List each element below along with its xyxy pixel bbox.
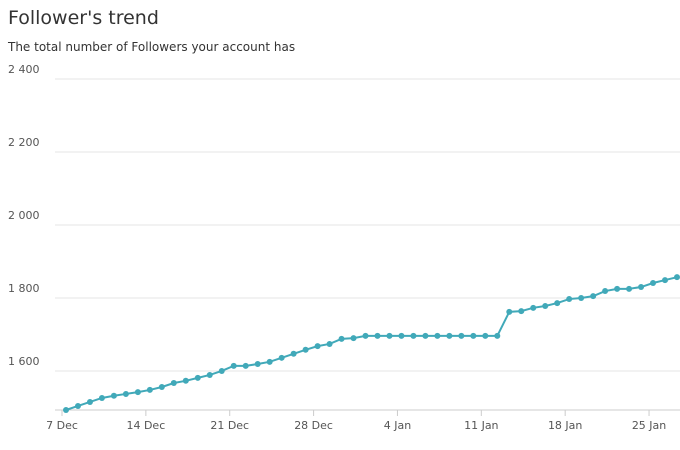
point: [434, 332, 441, 339]
point: [302, 346, 309, 353]
point: [530, 304, 537, 311]
point: [170, 379, 177, 386]
point: [482, 332, 489, 339]
x-tick-label: 7 Dec: [46, 419, 78, 432]
chart-title: Follower's trend: [8, 7, 159, 29]
y-tick-label: 2 400: [8, 63, 40, 76]
point: [338, 335, 345, 342]
point: [266, 358, 273, 365]
point: [110, 392, 117, 399]
point: [158, 384, 165, 391]
point: [518, 308, 525, 315]
point: [614, 285, 621, 292]
point: [410, 332, 417, 339]
point: [386, 332, 393, 339]
point: [326, 340, 333, 347]
point: [242, 362, 249, 369]
point: [278, 354, 285, 361]
point: [458, 332, 465, 339]
point: [218, 367, 225, 374]
point: [662, 277, 669, 284]
point: [554, 300, 561, 307]
point: [542, 302, 549, 309]
point: [470, 332, 477, 339]
point: [398, 332, 405, 339]
point: [290, 350, 297, 357]
point: [230, 362, 237, 369]
point: [626, 285, 633, 292]
point: [494, 332, 501, 339]
point: [182, 377, 189, 384]
point: [602, 288, 609, 295]
point: [674, 274, 680, 281]
point: [590, 293, 597, 300]
point: [374, 332, 381, 339]
y-tick-label: 1 800: [8, 282, 40, 295]
point: [314, 343, 321, 350]
point: [98, 394, 105, 401]
x-tick-label: 11 Jan: [464, 419, 498, 432]
point: [74, 402, 81, 409]
point: [578, 294, 585, 301]
point: [566, 296, 573, 303]
x-tick-label: 25 Jan: [632, 419, 666, 432]
y-tick-label: 2 000: [8, 209, 40, 222]
chart-subtitle: The total number of Followers your accou…: [7, 40, 295, 54]
x-tick-label: 18 Jan: [548, 419, 582, 432]
point: [206, 371, 213, 378]
x-tick-label: 14 Dec: [126, 419, 165, 432]
y-tick-label: 2 200: [8, 136, 40, 149]
point: [362, 332, 369, 339]
point: [194, 374, 201, 381]
x-tick-label: 4 Jan: [384, 419, 411, 432]
point: [63, 407, 69, 413]
x-tick-label: 28 Dec: [294, 419, 333, 432]
point: [422, 332, 429, 339]
point: [446, 332, 453, 339]
point: [86, 398, 93, 405]
point: [506, 308, 513, 315]
line: [65, 276, 678, 411]
point: [122, 390, 129, 397]
point: [146, 386, 153, 393]
point: [254, 361, 261, 368]
point: [638, 284, 645, 291]
point: [134, 389, 141, 396]
point: [650, 280, 657, 287]
y-tick-label: 1 600: [8, 355, 40, 368]
point: [350, 335, 357, 342]
x-tick-label: 21 Dec: [210, 419, 249, 432]
